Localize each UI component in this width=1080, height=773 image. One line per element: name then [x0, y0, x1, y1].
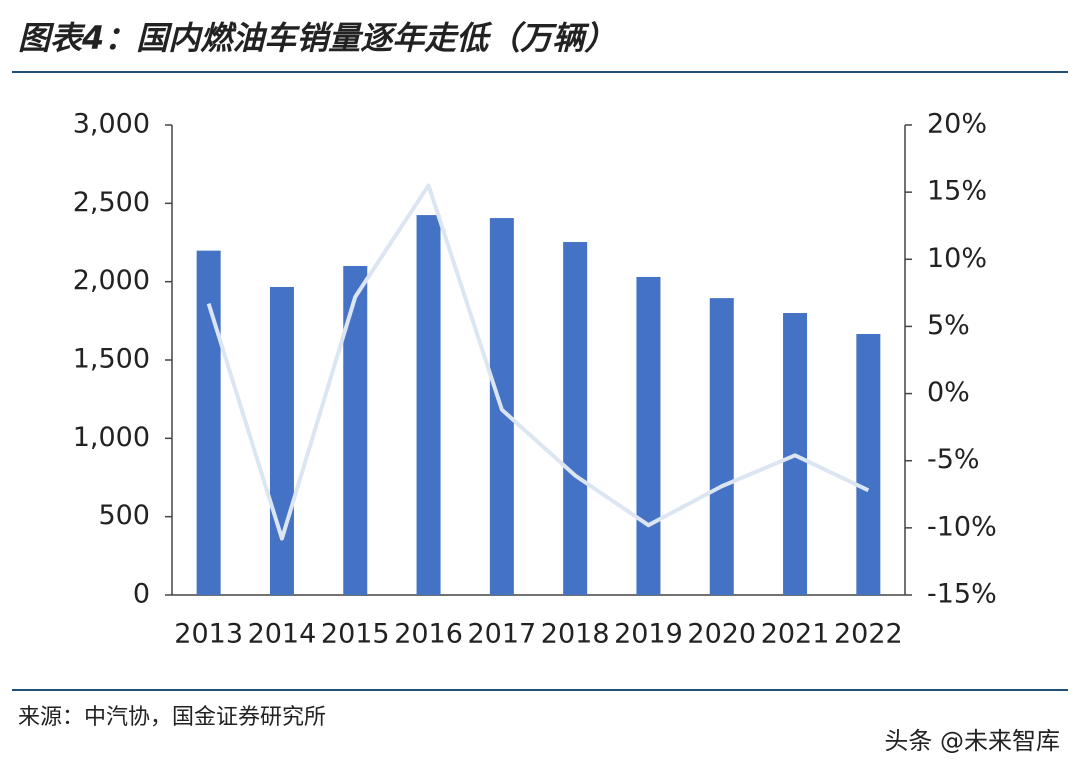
bar: [563, 242, 588, 595]
bar: [636, 276, 661, 595]
y2-tick-label: 5%: [927, 310, 970, 341]
x-tick-label: 2017: [467, 619, 536, 650]
bar: [343, 266, 368, 595]
chart-title: 图表4：国内燃油车销量逐年走低（万辆）: [18, 19, 616, 57]
x-tick-label: 2019: [614, 619, 683, 650]
line: [206, 183, 870, 541]
y-tick-label: 500: [98, 500, 150, 531]
bar: [856, 333, 881, 595]
source-note: 来源：中汽协，国金证券研究所: [18, 705, 326, 730]
y2-tick-label: -5%: [927, 444, 980, 475]
watermark: 头条 @未来智库: [884, 727, 1060, 755]
y2-tick-label: 0%: [927, 377, 970, 408]
y2-tick-label: 20%: [927, 109, 987, 140]
bar: [416, 215, 441, 596]
y2-tick-label: 15%: [927, 176, 987, 207]
y-tick-label: 2,500: [73, 187, 150, 218]
bar: [196, 250, 221, 595]
y2-tick-label: 10%: [927, 243, 987, 274]
y-tick-label: 3,000: [73, 109, 150, 140]
x-tick-label: 2015: [321, 619, 390, 650]
x-tick-label: 2022: [834, 619, 903, 650]
x-tick-label: 2016: [394, 619, 463, 650]
x-tick-label: 2021: [761, 619, 830, 650]
y2-tick-label: -10%: [927, 511, 997, 542]
y-tick-label: 1,000: [73, 422, 150, 453]
bar: [709, 298, 734, 595]
x-tick-label: 2020: [687, 619, 756, 650]
x-tick-label: 2018: [541, 619, 610, 650]
y-tick-label: 2,000: [73, 265, 150, 296]
x-tick-label: 2013: [174, 619, 243, 650]
y-tick-label: 0: [133, 579, 150, 610]
y-tick-label: 1,500: [73, 344, 150, 375]
bar: [269, 286, 294, 595]
x-tick-label: 2014: [248, 619, 317, 650]
y2-tick-label: -15%: [927, 579, 997, 610]
